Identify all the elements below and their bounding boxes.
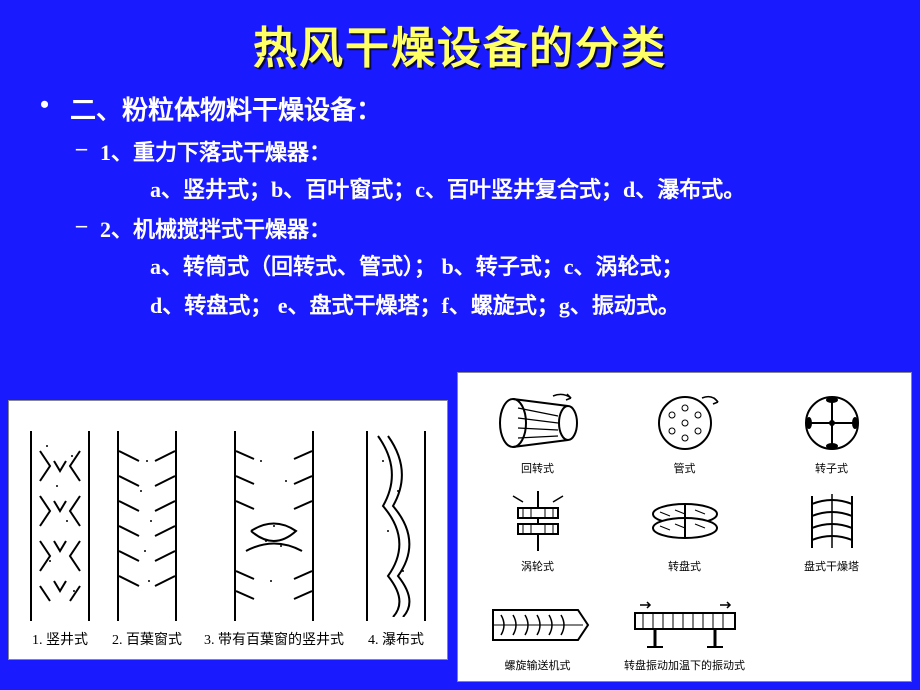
fig-label-2: 2. 百葉窗式 — [112, 629, 182, 649]
bullet-level3-1: a、竖井式；b、百叶窗式；c、百叶竖井复合式；d、瀑布式。 — [70, 169, 880, 208]
fig-screw: 螺旋输送机式 — [464, 576, 611, 675]
bullet-level2-2: 2、机械搅拌式干燥器： — [70, 208, 880, 246]
figure-right: 回转式 管式 — [457, 372, 912, 682]
slide-title: 热风干燥设备的分类 — [0, 0, 920, 76]
figure-left: 1. 竖井式 2. — [8, 400, 448, 660]
fig-r-label-7: 螺旋输送机式 — [505, 657, 571, 673]
fig-r-label-3: 转子式 — [815, 460, 848, 476]
fig-rotor: 转子式 — [758, 379, 905, 478]
fig-rotary-disc: 转盘式 — [611, 478, 758, 577]
fig-r-label-1: 回转式 — [521, 460, 554, 476]
bullet-level3-2a: a、转筒式（回转式、管式）； b、转子式；c、涡轮式； — [70, 246, 880, 285]
fig-shaft: 1. 竖井式 — [30, 431, 90, 649]
fig-rotary: 回转式 — [464, 379, 611, 478]
fig-louver: 2. 百葉窗式 — [112, 431, 182, 649]
fig-empty — [758, 576, 905, 675]
fig-r-label-4: 涡轮式 — [521, 558, 554, 574]
fig-disc-tower: 盘式干燥塔 — [758, 478, 905, 577]
bullet-level3-2b: d、转盘式； e、盘式干燥塔；f、螺旋式；g、振动式。 — [70, 285, 880, 324]
fig-label-1: 1. 竖井式 — [30, 629, 90, 649]
fig-compound: 3. 带有百葉窗的竖井式 — [204, 431, 344, 649]
figures-area: 1. 竖井式 2. — [0, 370, 920, 690]
bullet-level1: 二、粉粒体物料干燥设备： — [70, 84, 880, 131]
content-area: 二、粉粒体物料干燥设备： 1、重力下落式干燥器： a、竖井式；b、百叶窗式；c、… — [0, 76, 920, 324]
fig-tube: 管式 — [611, 379, 758, 478]
fig-r-label-2: 管式 — [674, 460, 696, 476]
fig-waterfall: 4. 瀑布式 — [366, 431, 426, 649]
fig-r-label-5: 转盘式 — [668, 558, 701, 574]
fig-r-label-6: 盘式干燥塔 — [804, 558, 859, 574]
fig-label-4: 4. 瀑布式 — [366, 629, 426, 649]
bullet-level2-1: 1、重力下落式干燥器： — [70, 131, 880, 169]
fig-vibration: 转盘振动加温下的振动式 — [611, 576, 758, 675]
fig-turbo: 涡轮式 — [464, 478, 611, 577]
fig-r-label-8: 转盘振动加温下的振动式 — [624, 657, 745, 673]
fig-label-3: 3. 带有百葉窗的竖井式 — [204, 629, 344, 649]
